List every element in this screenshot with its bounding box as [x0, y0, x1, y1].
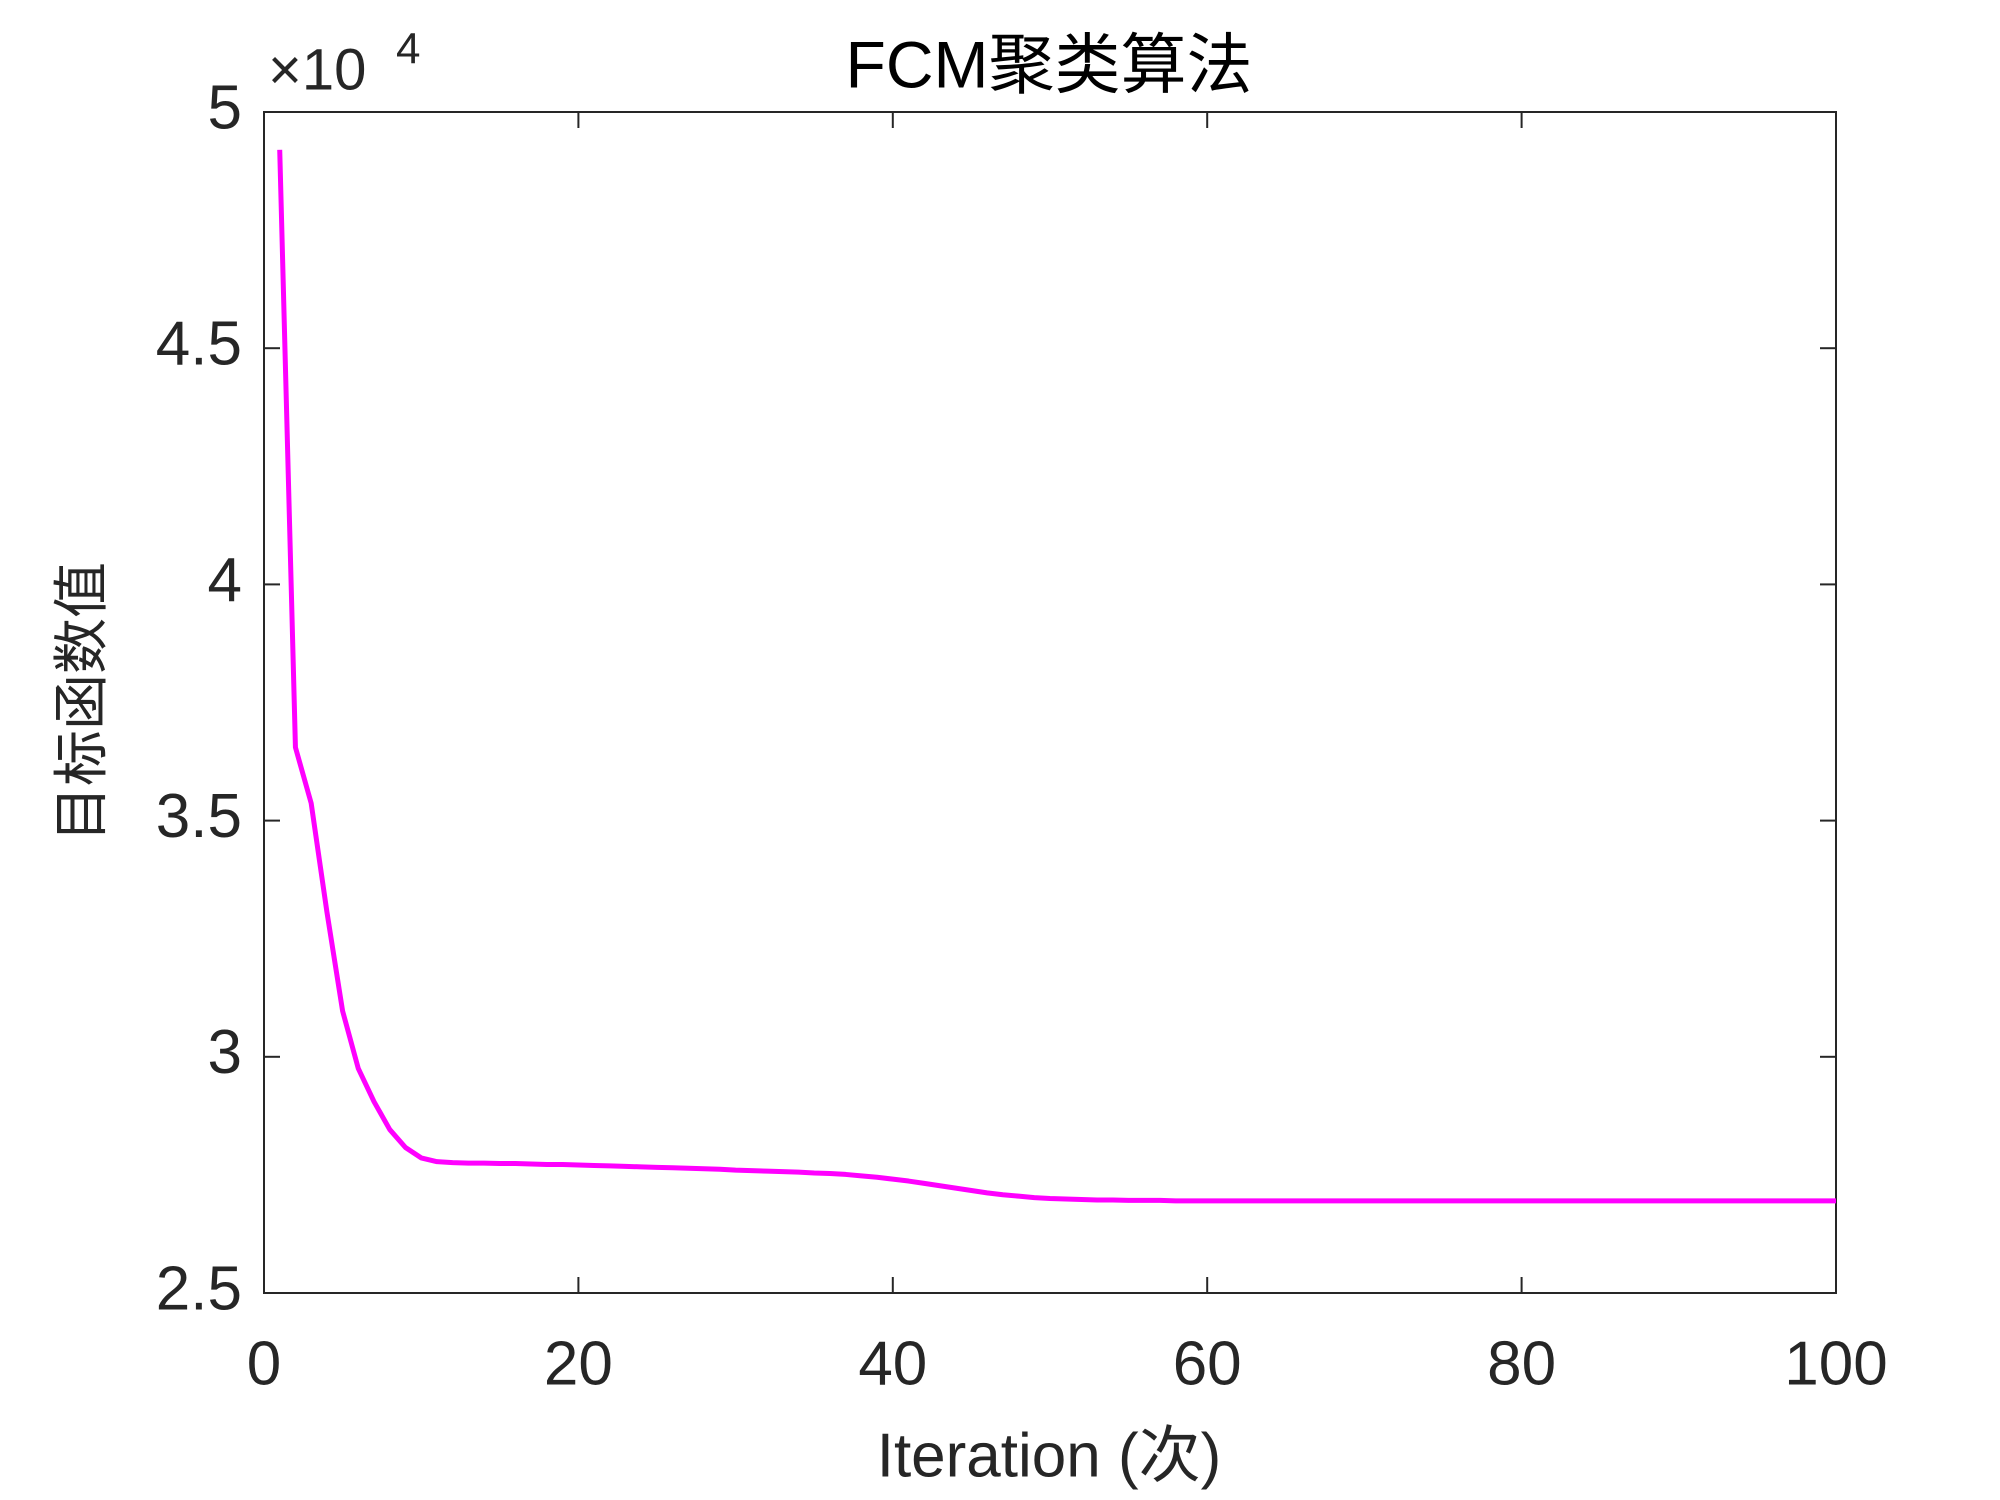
plot-area	[263, 111, 1837, 1294]
y-tick-label: 4.5	[156, 310, 242, 379]
x-tick-label: 80	[1487, 1329, 1556, 1398]
x-tick-label: 100	[1784, 1329, 1887, 1398]
x-tick-label: 20	[544, 1329, 613, 1398]
x-axis-label: Iteration (次)	[877, 1421, 1222, 1490]
y-tick-label: 4	[208, 546, 242, 615]
y-tick-label: 3.5	[156, 782, 242, 851]
y-tick-label: 5	[208, 73, 242, 142]
x-tick-label: 60	[1173, 1329, 1242, 1398]
y-multiplier-exponent: 4	[396, 25, 420, 74]
data-line	[277, 149, 1836, 1204]
y-axis-label: 目标函数值	[50, 562, 113, 842]
chart-title: FCM聚类算法	[846, 27, 1253, 101]
y-tick-label: 3	[208, 1018, 242, 1087]
y-multiplier: ×10	[268, 37, 366, 102]
x-tick-label: 0	[247, 1329, 281, 1398]
y-tick-label: 2.5	[156, 1254, 242, 1323]
x-tick-label: 40	[858, 1329, 927, 1398]
